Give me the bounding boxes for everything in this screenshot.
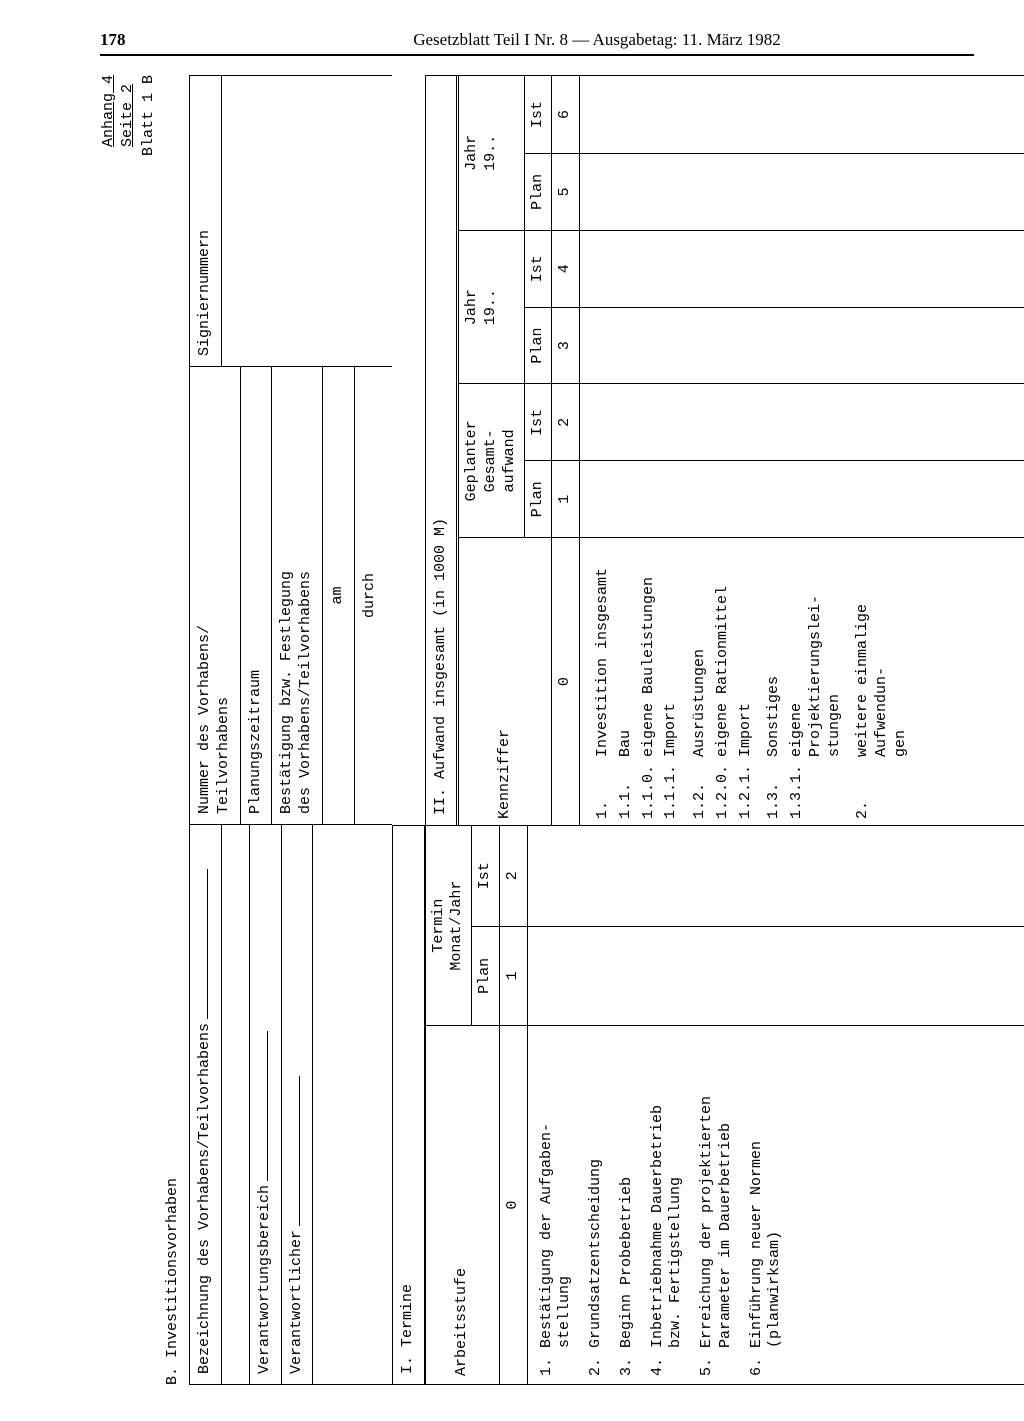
col-ii-ist-1: Ist: [525, 383, 553, 460]
col-termin: Termin Monat/Jahr: [426, 826, 473, 1025]
kennziffer-item: 2.weitere einmalige Aufwendun- gen: [854, 544, 910, 819]
idx-i-0: 0: [500, 1025, 528, 1384]
blank-row-left: [313, 825, 341, 1384]
label-signiernummern: Signiernummern: [190, 76, 222, 366]
col-jahr-1: Jahr 19..: [459, 230, 524, 384]
i-ist-body: [528, 826, 1024, 926]
page: 178 Gesetzblatt Teil I Nr. 8 — Ausgabeta…: [0, 0, 1024, 1421]
label-nummer-vorhaben: Nummer des Vorhabens/ Teilvorhabens: [190, 367, 241, 824]
col-arbeitsstufe: Arbeitsstufe: [426, 1025, 500, 1384]
kennziffer-body: 1.Investition insgesamt1.1.Bau1.1.0.eige…: [580, 537, 1024, 825]
kennziffer-item: 1.2.0.eigene Rationmittel: [714, 544, 733, 819]
worklist-item: 4.Inbetriebnahme Dauerbetrieb bzw. Ferti…: [649, 1034, 687, 1376]
idx-ii-3: 3: [552, 307, 580, 384]
section-ii-title: II. Aufwand insgesamt (in 1000 M): [426, 76, 460, 825]
kennziffer-item: 1.1.1.Import: [662, 544, 681, 819]
col-i-ist: Ist: [472, 826, 500, 926]
running-header: 178 Gesetzblatt Teil I Nr. 8 — Ausgabeta…: [100, 30, 974, 56]
blank-bezeichnung: [222, 825, 250, 1384]
col-kennziffer: Kennziffer: [459, 537, 552, 825]
col-ii-ist-2: Ist: [525, 230, 553, 307]
kennziffer-item: 1.1.Bau: [617, 544, 636, 819]
annex-header: Anhang 4 Seite 2: [100, 75, 138, 1385]
label-bezeichnung: Bezeichnung des Vorhabens/Teilvorhabens: [196, 869, 213, 1374]
section-i-title: I. Termine: [392, 825, 425, 1385]
ii-c2: [580, 383, 1024, 460]
ii-c3: [580, 307, 1024, 384]
label-am: am: [323, 367, 355, 824]
arbeitsstufe-body: 1.Bestätigung der Aufgaben- stellung 2.Gr…: [528, 1025, 1024, 1384]
label-durch: durch: [355, 367, 386, 824]
kennziffer-item: 1.3.1.eigene Projektierungslei- stungen: [788, 544, 844, 819]
idx-ii-2: 2: [552, 383, 580, 460]
idx-i-1: 1: [500, 926, 528, 1026]
form-rotated-container: Anhang 4 Seite 2 Blatt 1 B B. Investitio…: [100, 75, 970, 1385]
idx-ii-1: 1: [552, 460, 580, 537]
col-ii-plan-2: Plan: [525, 307, 553, 384]
worklist-item: 2.Grundsatzentscheidung: [587, 1034, 606, 1376]
label-bestaetigung: Bestätigung bzw. Festlegung des Vorhaben…: [272, 367, 323, 824]
col-ii-plan-1: Plan: [525, 460, 553, 537]
kennziffer-item: 1.1.0.eigene Bauleistungen: [640, 544, 659, 819]
worklist-item: 6.Einführung neuer Normen (planwirksam): [748, 1034, 786, 1376]
signiernummern-body: [222, 76, 392, 366]
idx-ii-6: 6: [552, 76, 580, 153]
form-sheet: Anhang 4 Seite 2 Blatt 1 B B. Investitio…: [100, 75, 1024, 1385]
idx-ii-4: 4: [552, 230, 580, 307]
worklist-item: 1.Bestätigung der Aufgaben- stellung: [538, 1034, 576, 1376]
idx-ii-0: 0: [552, 537, 580, 825]
worklist-item: 5.Erreichung der projektierten Parameter…: [698, 1034, 736, 1376]
ii-c4: [580, 230, 1024, 307]
table-section-ii: II. Aufwand insgesamt (in 1000 M) Kennzi…: [426, 75, 1024, 825]
ii-c6: [580, 76, 1024, 153]
label-planungszeitraum: Planungszeitraum: [241, 367, 273, 824]
annex-line-1: Anhang 4: [100, 75, 119, 147]
kennziffer-item: 1.2.Ausrüstungen: [691, 544, 710, 819]
col-geplanter: Geplanter Gesamt- aufwand: [459, 383, 524, 537]
page-number: 178: [100, 30, 220, 50]
header-grid: Bezeichnung des Vorhabens/Teilvorhabens …: [189, 75, 392, 1385]
worklist-item: 3.Beginn Probebetrieb: [618, 1034, 637, 1376]
kennziffer-item: 1.3.Sonstiges: [765, 544, 784, 819]
label-verantwortungsbereich: Verantwortungsbereich: [256, 1031, 273, 1374]
col-ii-plan-3: Plan: [525, 153, 553, 230]
ii-c1: [580, 460, 1024, 537]
col-i-plan: Plan: [472, 926, 500, 1026]
section-b-title: B. Investitionsvorhaben: [164, 75, 183, 1385]
i-plan-body: [528, 926, 1024, 1026]
ii-c5: [580, 153, 1024, 230]
kennziffer-item: 1.Investition insgesamt: [594, 544, 613, 819]
idx-i-2: 2: [500, 826, 528, 926]
blatt-label: Blatt 1 B: [140, 75, 159, 156]
annex-line-2: Seite 2: [119, 75, 138, 147]
tables-container: Arbeitsstufe Termin Monat/Jahr Plan Ist …: [425, 75, 1024, 1385]
publication-title: Gesetzblatt Teil I Nr. 8 — Ausgabetag: 1…: [220, 30, 974, 50]
idx-ii-5: 5: [552, 153, 580, 230]
col-ii-ist-3: Ist: [525, 76, 553, 153]
kennziffer-item: 1.2.1.Import: [737, 544, 756, 819]
col-jahr-2: Jahr 19..: [459, 76, 524, 230]
label-verantwortlicher: Verantwortlicher: [288, 1076, 305, 1374]
table-section-i: Arbeitsstufe Termin Monat/Jahr Plan Ist …: [426, 825, 1024, 1385]
